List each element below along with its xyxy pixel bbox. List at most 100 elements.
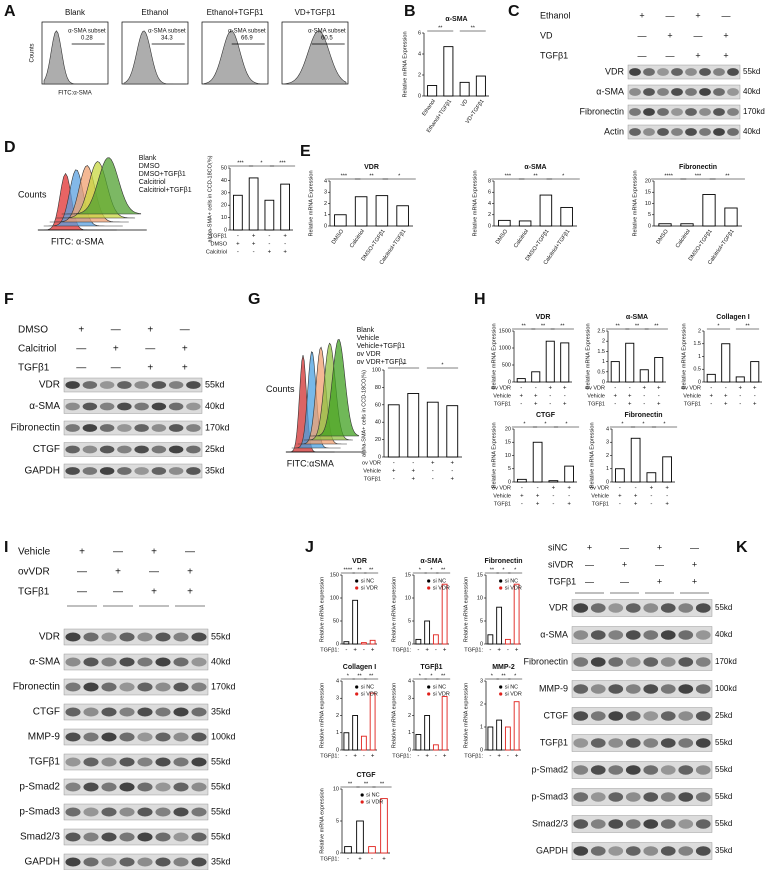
condition-sign: + xyxy=(613,394,617,400)
condition-sign: - xyxy=(432,477,434,483)
significance: * xyxy=(514,673,517,679)
y-tick-label: 100 xyxy=(330,595,339,601)
band xyxy=(134,445,149,454)
condition-sign: - xyxy=(564,394,566,400)
legend-label: si VDR xyxy=(505,691,522,697)
band xyxy=(99,402,115,411)
condition-label: siNC xyxy=(548,542,568,552)
y-tick-label: 8 xyxy=(488,178,491,184)
band-size: 55kd xyxy=(211,631,231,641)
condition-sign: + xyxy=(695,10,700,20)
histogram xyxy=(123,30,186,85)
condition-sign: + xyxy=(515,648,519,654)
gate-value: 60.5 xyxy=(321,36,333,42)
band xyxy=(101,657,117,667)
band xyxy=(695,819,711,829)
chart-title: Fibronectin xyxy=(679,164,717,171)
band-size: 55kd xyxy=(211,806,231,816)
significance: ** xyxy=(438,25,443,31)
legend-label: si NC xyxy=(366,792,379,798)
condition-sign: + xyxy=(519,394,523,400)
band xyxy=(151,381,167,389)
axis-label: Counts xyxy=(18,189,47,199)
condition-sign: + xyxy=(692,559,697,569)
bar xyxy=(721,343,731,383)
condition-sign: - xyxy=(347,857,349,863)
chart-title: α-SMA xyxy=(420,558,442,565)
bar xyxy=(532,441,543,483)
condition-sign: + xyxy=(665,486,669,492)
significance: ** xyxy=(501,673,506,679)
band xyxy=(137,757,153,767)
band xyxy=(117,424,132,432)
legend-label: si NC xyxy=(361,684,374,690)
panel-letter: K xyxy=(736,539,748,556)
band-label: p-Smad2 xyxy=(531,764,568,774)
condition-sign: - xyxy=(710,386,712,392)
sample-title: Ethanol+TGFβ1 xyxy=(207,8,264,17)
band xyxy=(117,445,132,454)
bar xyxy=(518,220,532,227)
band xyxy=(660,711,676,721)
band xyxy=(101,757,117,767)
band xyxy=(151,424,167,432)
bar xyxy=(662,456,672,483)
condition-sign: — xyxy=(77,587,87,598)
band-label: CTGF xyxy=(544,710,569,720)
bar xyxy=(441,696,448,751)
significance: * xyxy=(621,421,624,427)
condition-sign: + xyxy=(534,394,538,400)
condition-sign: + xyxy=(411,469,415,475)
band xyxy=(173,707,189,717)
condition-sign: + xyxy=(665,502,669,508)
band xyxy=(671,68,683,76)
significance: * xyxy=(419,673,422,679)
y-tick-label: 0 xyxy=(480,747,483,753)
condition-sign: - xyxy=(650,494,652,500)
y-tick-label: 40 xyxy=(375,420,381,426)
condition-sign: - xyxy=(412,461,414,467)
condition-sign: + xyxy=(252,234,256,240)
significance: ** xyxy=(369,673,374,679)
band xyxy=(625,684,641,694)
legend-marker xyxy=(499,692,503,696)
condition-label: TGFβ1: xyxy=(320,647,339,653)
band xyxy=(155,732,171,742)
band xyxy=(191,782,207,792)
panel-letter: H xyxy=(474,291,486,308)
significance: ** xyxy=(348,781,353,787)
band xyxy=(155,857,171,867)
bar xyxy=(735,376,745,383)
y-tick-label: 1 xyxy=(324,212,327,218)
band xyxy=(685,88,697,96)
condition-sign: - xyxy=(435,648,437,654)
condition-label: Vehicle xyxy=(587,393,605,399)
band xyxy=(191,682,207,692)
band-label: VDR xyxy=(605,66,625,76)
band xyxy=(660,792,676,802)
significance: * xyxy=(562,173,565,179)
band xyxy=(186,467,201,475)
band xyxy=(65,424,80,432)
band xyxy=(625,630,641,640)
condition-label: TGFβ1 xyxy=(494,501,511,507)
band-size: 55kd xyxy=(211,781,231,791)
band xyxy=(82,402,98,411)
band xyxy=(168,424,184,432)
condition-sign: - xyxy=(345,648,347,654)
band xyxy=(573,603,589,613)
condition-sign: + xyxy=(450,477,454,483)
condition-sign: — xyxy=(694,30,703,40)
band xyxy=(660,765,676,775)
y-tick-label: 4 xyxy=(418,51,421,57)
band xyxy=(99,424,115,432)
band xyxy=(590,819,606,829)
y-axis-label: Relative mRNA expression xyxy=(319,788,325,853)
band xyxy=(186,381,201,389)
condition-sign: - xyxy=(435,754,437,760)
band-label: GAPDH xyxy=(536,845,568,855)
significance: ** xyxy=(357,673,362,679)
band xyxy=(65,467,80,475)
band xyxy=(678,684,694,694)
condition-sign: — xyxy=(585,576,594,586)
